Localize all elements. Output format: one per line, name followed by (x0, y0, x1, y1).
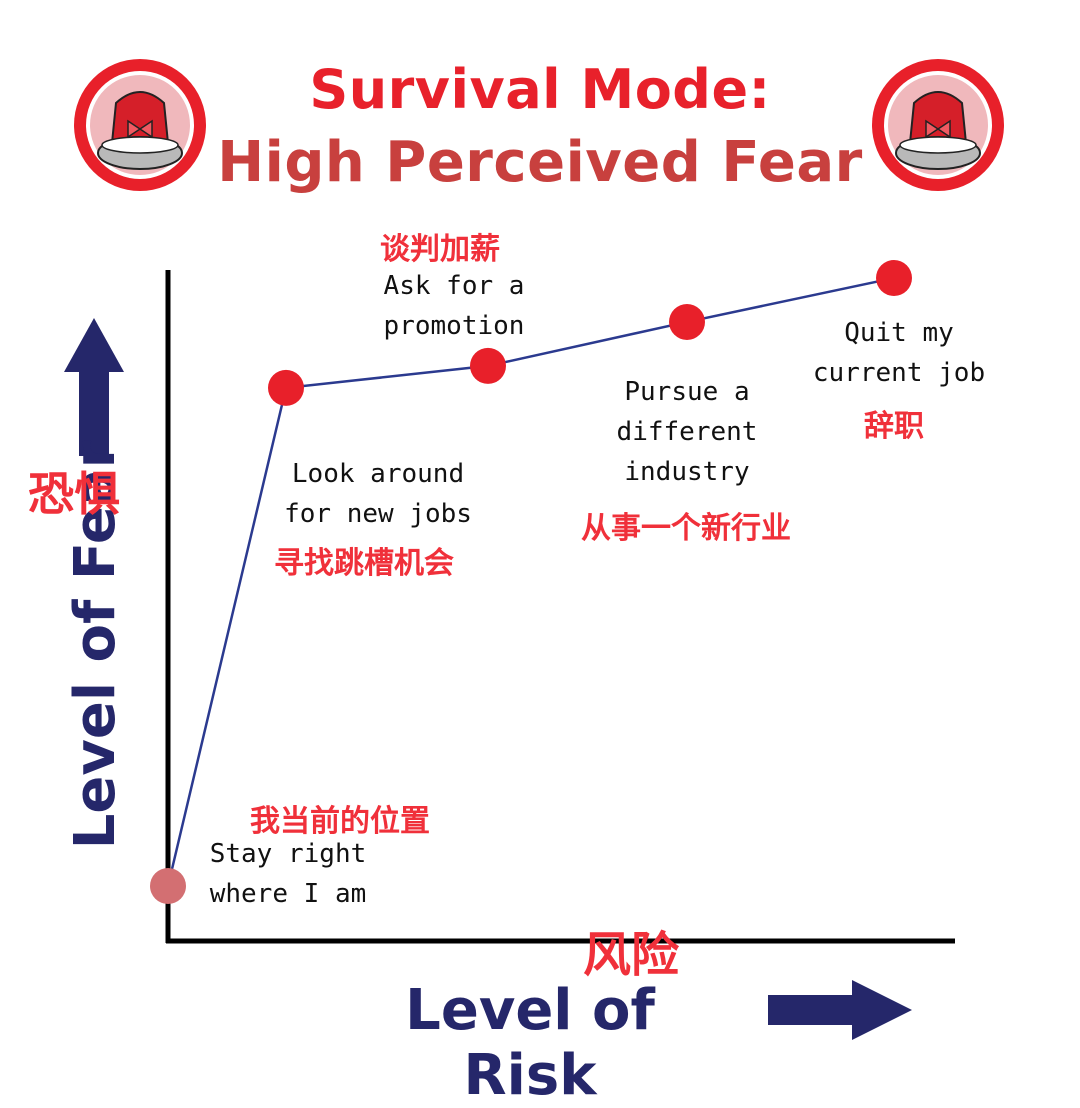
step-3-label-line-1: Pursue a (624, 377, 750, 407)
step-0-label-line-2: where I am (209, 879, 367, 909)
fear-point-1 (268, 369, 304, 406)
fear-curve-line (166, 276, 895, 887)
step-3-cn-label: 从事一个新行业 (581, 511, 791, 546)
fear-point-3 (669, 303, 705, 340)
survival-mode-diagram: Survival Mode: High Perceived Fear (28, 58, 1004, 1108)
step-3-label: Pursue a different industry (606, 372, 768, 492)
step-2-cn-label: 谈判加薪 (380, 232, 500, 267)
x-axis-title-cn: 风险 (583, 927, 680, 983)
step-3-label-line-2: different (616, 417, 758, 447)
right-arrow-icon (768, 980, 912, 1040)
step-0-label-line-1: Stay right (209, 839, 367, 869)
siren-alarm-icon (872, 59, 1004, 191)
y-axis-title-cn: 恐惧 (28, 467, 120, 521)
step-0-label: Stay right where I am (198, 834, 378, 914)
x-axis-title: Level of Risk (405, 978, 655, 1108)
fear-point-4 (876, 260, 912, 296)
step-1-cn-label: 寻找跳槽机会 (274, 546, 454, 581)
fear-points (150, 260, 912, 904)
step-3-label-line-3: industry (624, 457, 750, 487)
title-line-2: High Perceived Fear (217, 130, 863, 195)
step-0-cn-label: 我当前的位置 (250, 804, 430, 839)
diagram-canvas (64, 59, 1004, 1040)
step-1-label: Look around for new jobs (272, 454, 484, 534)
fear-point-2 (470, 347, 506, 384)
step-2-label-line-2: promotion (383, 311, 525, 341)
step-2-label-line-1: Ask for a (383, 271, 525, 301)
step-4-label-line-2: current job (812, 358, 986, 388)
fear-point-0 (150, 868, 186, 904)
step-4-cn-label: 辞职 (864, 409, 924, 444)
step-1-label-line-1: Look around (291, 459, 465, 489)
siren-alarm-icon (74, 59, 206, 191)
step-4-label: Quit my current job (806, 313, 992, 393)
title-line-1: Survival Mode: (309, 58, 771, 121)
step-4-label-line-1: Quit my (844, 318, 954, 348)
step-2-label: Ask for a promotion (368, 266, 540, 346)
up-arrow-icon (64, 318, 124, 456)
step-1-label-line-2: for new jobs (284, 499, 472, 529)
